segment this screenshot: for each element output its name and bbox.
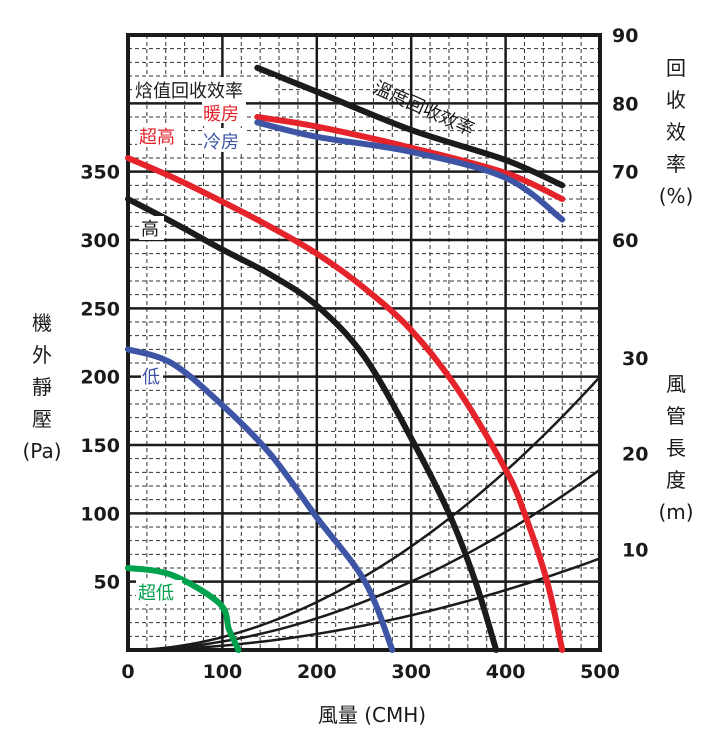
y-title-unit: (Pa)	[22, 439, 61, 463]
y-axis-title: 機 外 靜 壓 (Pa)	[22, 311, 61, 463]
y3-tick-label: 30	[622, 348, 648, 370]
y-title-char: 機	[32, 311, 52, 335]
pressure-curve-高	[125, 196, 500, 653]
y-tick-label: 50	[94, 572, 120, 594]
curves	[125, 64, 566, 653]
x-tick-label: 300	[391, 661, 431, 683]
pressure-curve-超低	[125, 565, 242, 653]
y2-tick-label: 60	[612, 230, 638, 252]
x-tick-label: 100	[203, 661, 243, 683]
label-high: 高	[141, 219, 159, 240]
x-tick-label: 500	[580, 661, 620, 683]
duct-curve-10m	[127, 557, 601, 652]
x-tick-label: 0	[121, 661, 134, 683]
y-title-char: 外	[32, 343, 52, 367]
y-tick-label: 100	[80, 503, 120, 525]
grid	[126, 33, 602, 652]
y3-title-char: 風	[666, 372, 686, 396]
x-tick-label: 400	[486, 661, 526, 683]
efficiency-curve-冷房	[254, 119, 566, 223]
y-title-char: 靜	[32, 375, 52, 399]
pressure-curve-超高	[125, 155, 566, 653]
y-tick-label: 300	[80, 230, 120, 252]
pressure-curve-低	[125, 346, 396, 653]
y2-axis-title: 回 收 效 率 (%)	[659, 56, 694, 208]
label-heating: 暖房	[203, 104, 239, 125]
label-super-low: 超低	[138, 583, 174, 604]
y2-tick-label: 90	[612, 25, 638, 47]
y-tick-label: 350	[80, 162, 120, 184]
label-low: 低	[142, 367, 160, 388]
y-tick-label: 200	[80, 367, 120, 389]
plot-frame	[126, 33, 602, 652]
label-enthalpy-efficiency: 焓值回收效率	[135, 81, 243, 102]
y2-title-char: 收	[666, 88, 686, 112]
y-tick-label: 250	[80, 298, 120, 320]
label-super-high: 超高	[139, 127, 175, 148]
y2-title-char: 效	[666, 120, 686, 144]
label-cooling: 冷房	[203, 132, 239, 153]
y3-tick-label: 20	[622, 444, 648, 466]
y3-title-unit: (m)	[658, 500, 693, 524]
y3-title-char: 長	[666, 436, 686, 460]
ticks: 0 100 200 300 400 500 50 100 150 200 250 300 350 60 70…	[80, 25, 648, 683]
y3-axis-title: 風 管 長 度 (m)	[658, 372, 693, 524]
duct-curve-20m	[127, 468, 601, 652]
x-tick-label: 200	[297, 661, 337, 683]
y3-title-char: 管	[666, 404, 686, 428]
y2-title-unit: (%)	[659, 184, 694, 208]
y2-tick-label: 70	[612, 162, 638, 184]
y2-title-char: 回	[666, 56, 686, 80]
efficiency-curve-暖房	[254, 114, 566, 202]
y2-title-char: 率	[666, 152, 686, 176]
x-axis-title: 風量 (CMH)	[318, 703, 426, 727]
efficiency-curve-溫度回收效率	[254, 64, 566, 189]
y3-tick-label: 10	[622, 539, 648, 561]
y-tick-label: 150	[80, 435, 120, 457]
y3-title-char: 度	[666, 468, 686, 492]
y2-tick-label: 80	[612, 93, 638, 115]
y-title-char: 壓	[32, 407, 52, 431]
